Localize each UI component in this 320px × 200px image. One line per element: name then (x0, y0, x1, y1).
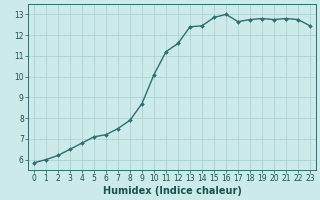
X-axis label: Humidex (Indice chaleur): Humidex (Indice chaleur) (103, 186, 241, 196)
